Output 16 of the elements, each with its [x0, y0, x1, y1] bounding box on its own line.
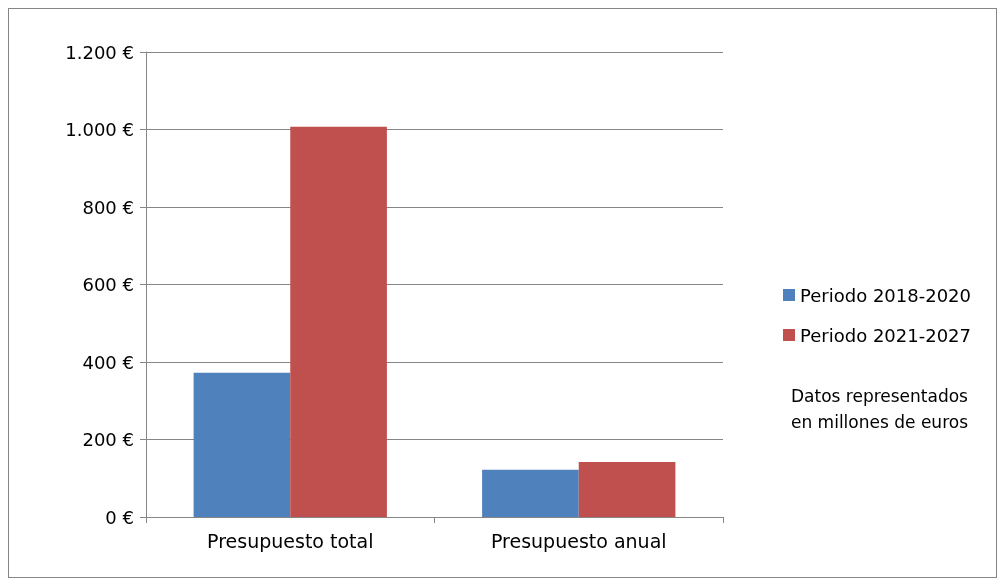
y-tick-label: 400 € [82, 351, 134, 373]
x-tick-label: Presupuesto anual [490, 529, 667, 552]
y-tick-label: 200 € [82, 429, 134, 450]
bar [482, 469, 579, 517]
legend-label: Periodo 2018-2020 [800, 284, 972, 306]
y-tick-label: 800 € [82, 196, 134, 218]
text: Datos representados en millones de euros [790, 386, 969, 432]
bar [578, 461, 676, 517]
x-tick-label: Presupuesto total [207, 529, 374, 552]
legend-label: Periodo 2021-2027 [800, 324, 972, 346]
y-tick-label: 0 € [105, 506, 134, 528]
bar [193, 372, 291, 517]
y-tick-label: 600 € [82, 274, 134, 295]
bar [290, 126, 387, 517]
y-tick-label: 1.000 € [65, 119, 134, 140]
y-tick-label: 1.200 € [65, 41, 134, 63]
